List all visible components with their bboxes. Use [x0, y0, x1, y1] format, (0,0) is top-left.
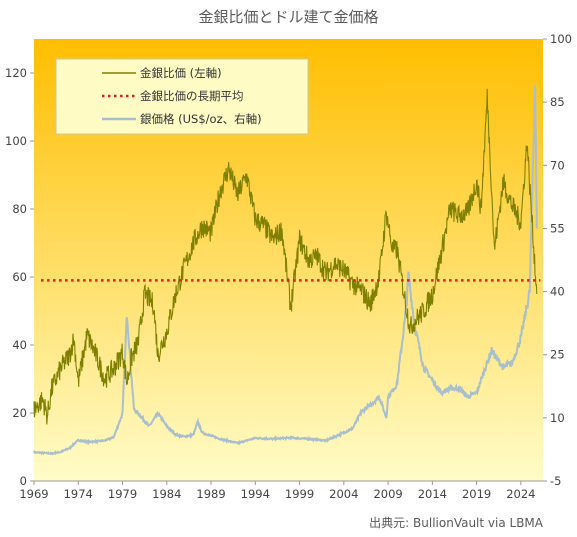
x-tick-label: 2024: [506, 487, 535, 501]
x-tick-label: 1969: [19, 487, 48, 501]
legend-label: 金銀比価 (左軸): [140, 66, 222, 80]
y-right-tick-label: -5: [550, 474, 561, 488]
x-tick-label: 2019: [462, 487, 491, 501]
x-tick-label: 1984: [152, 487, 181, 501]
legend-box: [55, 58, 309, 135]
y-right-tick-label: 70: [550, 158, 565, 172]
x-tick-label: 1999: [285, 487, 314, 501]
x-tick-label: 1994: [241, 487, 270, 501]
y-left-tick-label: 0: [20, 474, 27, 488]
y-left-tick-label: 80: [12, 202, 27, 216]
legend-label: 銀価格 (US$/oz、右軸): [140, 112, 262, 126]
x-tick-label: 1989: [196, 487, 225, 501]
y-left-tick-label: 100: [5, 134, 27, 148]
x-tick-label: 2009: [373, 487, 402, 501]
y-right-tick-label: 40: [550, 285, 565, 299]
y-right-tick-label: 100: [550, 32, 572, 46]
series-line-gold-silver-ratio: [33, 88, 538, 425]
y-right-tick-label: 55: [550, 221, 565, 235]
x-tick-label: 2004: [329, 487, 358, 501]
x-tick-label: 1979: [108, 487, 137, 501]
y-right-tick-label: 85: [550, 95, 565, 109]
y-left-tick-label: 120: [5, 66, 27, 80]
source-label: 出典元: BullionVault via LBMA: [369, 516, 543, 530]
chart-title: 金銀比価とドル建て金価格: [198, 8, 379, 26]
y-right-tick-label: 25: [550, 348, 565, 362]
x-tick-label: 1974: [64, 487, 93, 501]
y-left-tick-label: 40: [12, 338, 27, 352]
series-line-silver-price: [33, 84, 538, 456]
x-tick-label: 2014: [418, 487, 447, 501]
legend-label: 金銀比価の長期平均: [140, 89, 244, 103]
y-left-tick-label: 60: [12, 270, 27, 284]
y-left-tick-label: 20: [12, 406, 27, 420]
y-right-tick-label: 10: [550, 411, 565, 425]
